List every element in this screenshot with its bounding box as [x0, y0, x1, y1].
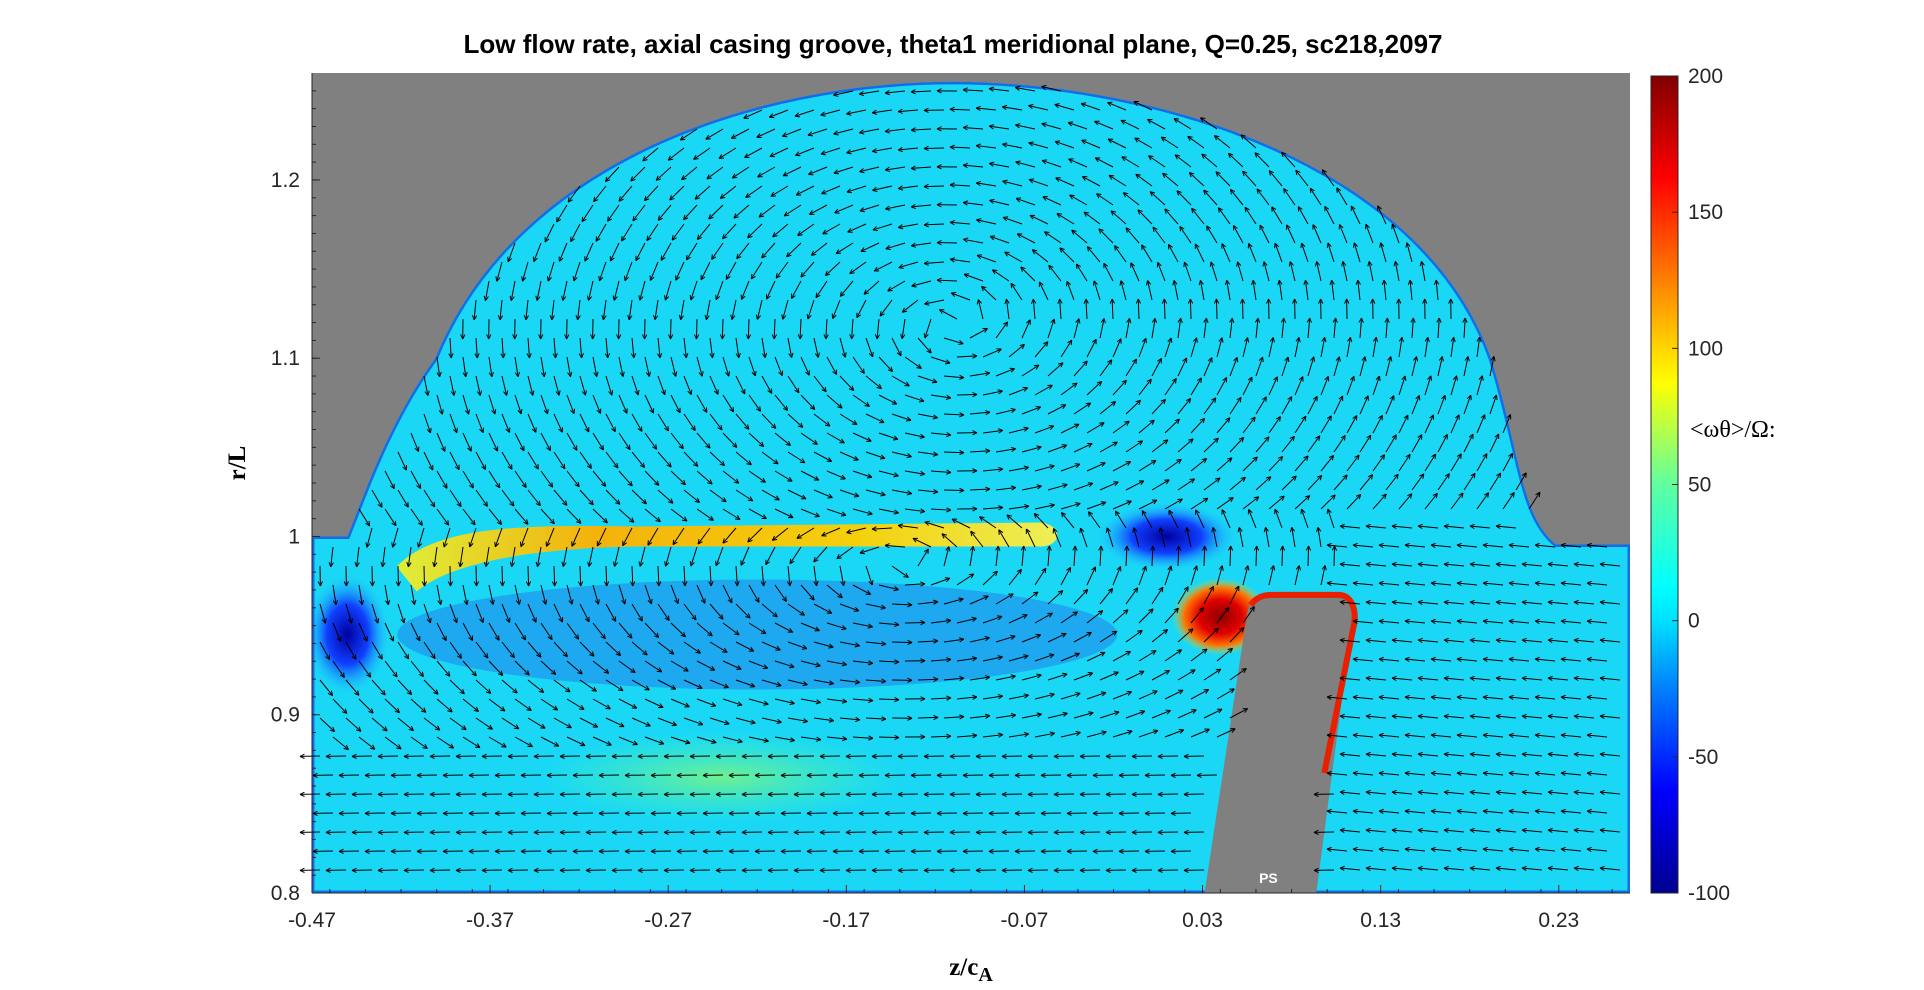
x-axis-label: z/cA — [949, 954, 993, 986]
plot-area: PS — [299, 73, 1630, 894]
x-tick-label: -0.47 — [288, 909, 336, 932]
x-axis-label-main: z/c — [949, 954, 978, 981]
colorbar-tick-label: 150 — [1688, 201, 1723, 224]
y-tick-label: 0.8 — [271, 882, 300, 905]
x-tick-label: -0.07 — [1000, 909, 1048, 932]
chart-title: Low flow rate, axial casing groove, thet… — [463, 29, 1442, 59]
y-axis-label: r/L — [224, 446, 251, 481]
high-shear-layer — [396, 522, 1058, 592]
blade-solid — [1204, 596, 1353, 893]
colorbar-tick-label: 0 — [1688, 610, 1700, 633]
negative-core-groove — [1096, 502, 1237, 571]
x-tick-label: 0.03 — [1182, 909, 1223, 932]
negative-band-lower — [397, 579, 1118, 690]
blade-pressure-side-label: PS — [1259, 870, 1278, 886]
colorbar-ticks: -100 -50 0 50 100 150 200 — [1672, 65, 1730, 905]
x-tick-label: -0.27 — [644, 909, 692, 932]
colorbar-tick-label: -100 — [1688, 882, 1730, 905]
colorbar: -100 -50 0 50 100 150 200 <ωθ>/Ω: — [1650, 65, 1776, 905]
positive-blob-lower — [541, 732, 902, 823]
x-axis-label-subscript: A — [978, 964, 993, 986]
colorbar-tick-label: -50 — [1688, 746, 1718, 769]
negative-core-upstream — [312, 574, 390, 695]
colorbar-tick-label: 100 — [1688, 337, 1723, 360]
x-tick-label: 0.13 — [1360, 909, 1401, 932]
blade-tip-shear-layer — [1248, 591, 1358, 774]
x-axis: -0.47 -0.37 -0.27 -0.17 -0.07 0.03 0.13 0.23 — [288, 885, 1630, 932]
x-tick-label: 0.23 — [1538, 909, 1579, 932]
y-tick-label: 1.2 — [271, 169, 300, 192]
x-tick-label: -0.17 — [822, 909, 870, 932]
y-axis: 0.8 0.9 1 1.1 1.2 — [271, 73, 320, 905]
y-tick-label: 1 — [288, 525, 300, 548]
velocity-vector-field — [299, 84, 1621, 873]
colorbar-label: <ωθ>/Ω: — [1690, 417, 1776, 443]
colorbar-tick-label: 200 — [1688, 65, 1723, 88]
x-tick-label: -0.37 — [466, 909, 514, 932]
y-tick-label: 0.9 — [271, 704, 300, 727]
colorbar-tick-label: 50 — [1688, 474, 1711, 497]
y-tick-label: 1.1 — [271, 347, 300, 370]
